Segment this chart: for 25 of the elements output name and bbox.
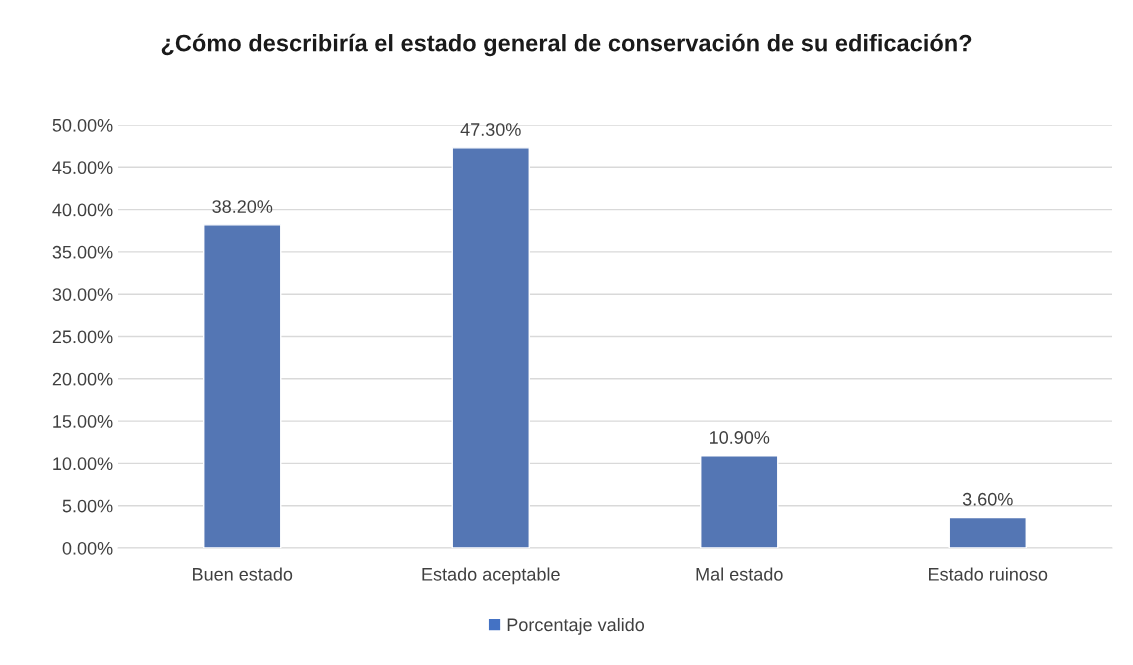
x-tick-label: Mal estado xyxy=(696,567,783,581)
bar xyxy=(948,516,1027,548)
y-tick-label: 15.00% xyxy=(53,415,113,428)
legend-label: Porcentaje valido xyxy=(507,617,645,635)
data-label: 38.20% xyxy=(212,200,273,213)
bar xyxy=(700,455,779,548)
y-tick-label: 0.00% xyxy=(62,541,113,555)
y-tick-label: 45.00% xyxy=(52,161,113,175)
data-label: 10.90% xyxy=(710,431,770,444)
data-label: 3.60% xyxy=(962,492,1013,506)
y-tick-label: 5.00% xyxy=(62,499,113,513)
y-tick-label: 50.00% xyxy=(52,118,113,132)
y-tick-label: 20.00% xyxy=(52,372,113,386)
y-tick-label: 35.00% xyxy=(52,245,113,259)
y-tick-label: 40.00% xyxy=(52,203,113,217)
x-tick-label: Buen estado xyxy=(193,567,293,581)
y-tick-label: 10.00% xyxy=(53,457,113,471)
chart-title: ¿Cómo describiría el estado general de conservación de su edificación? xyxy=(161,33,972,57)
x-tick-label: Estado ruinoso xyxy=(929,567,1048,581)
data-label: 47.30% xyxy=(460,123,521,136)
bar xyxy=(451,147,530,548)
bar xyxy=(203,224,282,548)
y-tick-label: 30.00% xyxy=(52,288,113,301)
x-tick-label: Estado aceptable xyxy=(422,567,560,585)
y-tick-label: 25.00% xyxy=(52,330,113,344)
